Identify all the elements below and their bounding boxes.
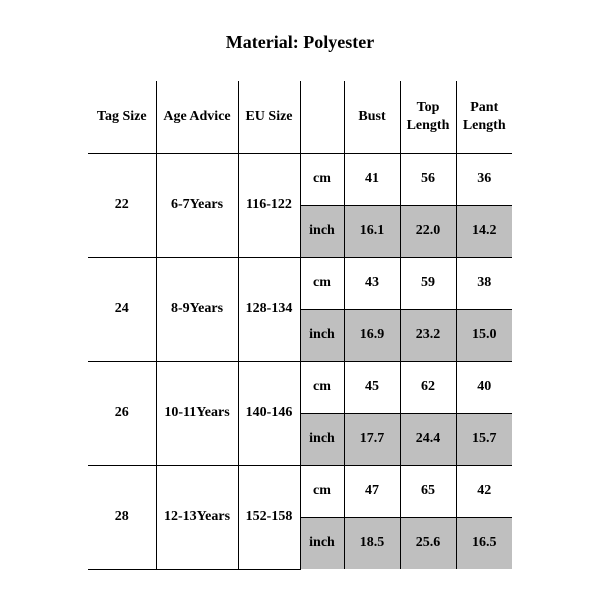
col-bust: Bust (344, 81, 400, 153)
cell-top-length: 56 (400, 153, 456, 205)
cell-bust: 16.1 (344, 205, 400, 257)
cell-top-length: 65 (400, 465, 456, 517)
cell-bust: 41 (344, 153, 400, 205)
cell-age-advice: 8-9Years (156, 257, 238, 361)
cell-tag-size: 24 (88, 257, 156, 361)
cell-pant-length: 38 (456, 257, 512, 309)
cell-eu-size: 116-122 (238, 153, 300, 257)
cell-age-advice: 12-13Years (156, 465, 238, 569)
table-row: 2812-13Years152-158cm476542 (88, 465, 512, 517)
table-row: 226-7Years116-122cm415636 (88, 153, 512, 205)
cell-tag-size: 28 (88, 465, 156, 569)
cell-eu-size: 128-134 (238, 257, 300, 361)
cell-pant-length: 15.7 (456, 413, 512, 465)
page: Material: Polyester Tag Size Age Advice … (0, 0, 600, 600)
col-top-length: Top Length (400, 81, 456, 153)
cell-top-length: 22.0 (400, 205, 456, 257)
cell-eu-size: 140-146 (238, 361, 300, 465)
cell-unit: inch (300, 309, 344, 361)
cell-top-length: 25.6 (400, 517, 456, 569)
cell-bust: 47 (344, 465, 400, 517)
cell-unit: cm (300, 361, 344, 413)
cell-age-advice: 10-11Years (156, 361, 238, 465)
col-tag-size: Tag Size (88, 81, 156, 153)
cell-bust: 45 (344, 361, 400, 413)
cell-pant-length: 15.0 (456, 309, 512, 361)
cell-unit: cm (300, 257, 344, 309)
cell-eu-size: 152-158 (238, 465, 300, 569)
page-title: Material: Polyester (0, 32, 600, 53)
cell-top-length: 62 (400, 361, 456, 413)
col-pant-length: Pant Length (456, 81, 512, 153)
cell-tag-size: 26 (88, 361, 156, 465)
cell-pant-length: 40 (456, 361, 512, 413)
cell-unit: inch (300, 205, 344, 257)
col-age-advice: Age Advice (156, 81, 238, 153)
col-unit (300, 81, 344, 153)
cell-top-length: 23.2 (400, 309, 456, 361)
cell-bust: 17.7 (344, 413, 400, 465)
table-body: 226-7Years116-122cm415636inch16.122.014.… (88, 153, 512, 569)
cell-pant-length: 14.2 (456, 205, 512, 257)
cell-tag-size: 22 (88, 153, 156, 257)
cell-pant-length: 36 (456, 153, 512, 205)
cell-pant-length: 16.5 (456, 517, 512, 569)
table-row: 2610-11Years140-146cm456240 (88, 361, 512, 413)
cell-unit: inch (300, 517, 344, 569)
table-header-row: Tag Size Age Advice EU Size Bust Top Len… (88, 81, 512, 153)
cell-top-length: 59 (400, 257, 456, 309)
cell-age-advice: 6-7Years (156, 153, 238, 257)
cell-bust: 16.9 (344, 309, 400, 361)
table-row: 248-9Years128-134cm435938 (88, 257, 512, 309)
cell-unit: inch (300, 413, 344, 465)
cell-bust: 43 (344, 257, 400, 309)
cell-top-length: 24.4 (400, 413, 456, 465)
size-chart-table: Tag Size Age Advice EU Size Bust Top Len… (88, 81, 512, 570)
cell-unit: cm (300, 153, 344, 205)
col-eu-size: EU Size (238, 81, 300, 153)
cell-pant-length: 42 (456, 465, 512, 517)
cell-unit: cm (300, 465, 344, 517)
cell-bust: 18.5 (344, 517, 400, 569)
